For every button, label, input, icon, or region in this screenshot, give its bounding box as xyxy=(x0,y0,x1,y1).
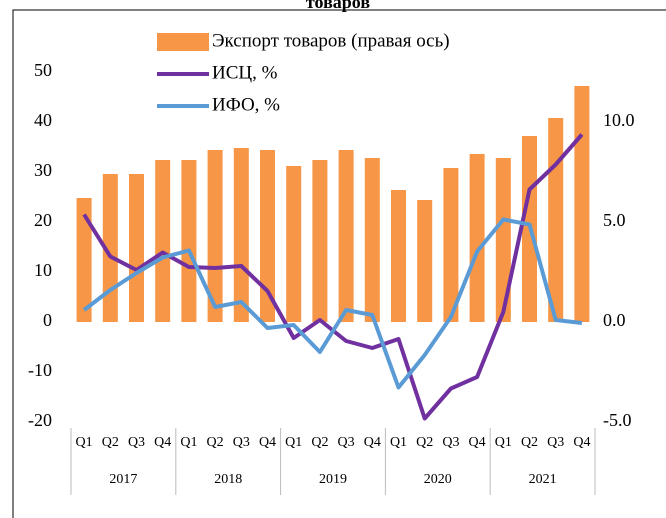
bar xyxy=(155,160,171,322)
x-tick-label: Q2 xyxy=(207,435,224,450)
bar xyxy=(312,160,328,322)
x-tick-label: Q1 xyxy=(495,435,512,450)
bar xyxy=(102,174,118,322)
bar xyxy=(417,200,433,322)
bar xyxy=(181,160,197,322)
chart-frame xyxy=(12,9,666,518)
y-tick-label: 40 xyxy=(34,110,52,130)
y2-tick-label: 0.0 xyxy=(603,310,626,330)
legend-label: ИСЦ, % xyxy=(212,62,278,83)
bar xyxy=(364,158,380,322)
x-tick-label: Q3 xyxy=(338,435,355,450)
x-tick-label: Q2 xyxy=(102,435,119,450)
year-label: 2019 xyxy=(319,472,347,487)
year-label: 2020 xyxy=(424,472,452,487)
bar xyxy=(469,154,485,322)
bar xyxy=(574,86,590,322)
x-tick-label: Q1 xyxy=(180,435,197,450)
x-tick-label: Q2 xyxy=(416,435,433,450)
x-tick-label: Q4 xyxy=(154,435,171,450)
bar xyxy=(233,148,249,322)
bar xyxy=(443,168,459,322)
y-tick-label: 20 xyxy=(34,210,52,230)
chart-title: товаров xyxy=(306,0,370,12)
x-tick-label: Q3 xyxy=(442,435,459,450)
x-tick-label: Q4 xyxy=(364,435,381,450)
y-tick-label: 30 xyxy=(34,160,52,180)
x-tick-label: Q2 xyxy=(311,435,328,450)
y-tick-label: 0 xyxy=(43,310,52,330)
y2-tick-label: 5.0 xyxy=(603,210,626,230)
year-label: 2017 xyxy=(109,472,137,487)
bar xyxy=(548,118,564,322)
x-tick-label: Q4 xyxy=(573,435,590,450)
bar xyxy=(338,150,354,322)
y2-tick-label: -5.0 xyxy=(603,410,632,430)
y-tick-label: 50 xyxy=(34,60,52,80)
x-tick-label: Q3 xyxy=(128,435,145,450)
y-tick-label: 10 xyxy=(34,260,52,280)
bar xyxy=(260,150,275,322)
y2-tick-label: 10.0 xyxy=(603,110,635,130)
x-tick-label: Q4 xyxy=(469,435,486,450)
x-tick-label: Q2 xyxy=(521,435,538,450)
x-tick-label: Q3 xyxy=(547,435,564,450)
x-tick-label: Q1 xyxy=(285,435,302,450)
year-label: 2018 xyxy=(214,472,242,487)
bar xyxy=(129,174,144,322)
bar xyxy=(207,150,223,322)
x-tick-label: Q4 xyxy=(259,435,276,450)
year-label: 2021 xyxy=(529,472,557,487)
line xyxy=(82,217,583,390)
bar xyxy=(495,158,511,322)
x-tick-label: Q1 xyxy=(76,435,93,450)
y-tick-label: -10 xyxy=(28,360,52,380)
bar xyxy=(391,190,406,322)
bar xyxy=(286,166,302,322)
legend-label: ИФО, % xyxy=(212,94,280,115)
bar xyxy=(76,198,92,322)
x-tick-label: Q3 xyxy=(233,435,250,450)
y-tick-label: -20 xyxy=(28,410,52,430)
x-tick-label: Q1 xyxy=(390,435,407,450)
legend-label: Экспорт товаров (правая ось) xyxy=(212,30,450,51)
legend-swatch xyxy=(157,33,209,51)
